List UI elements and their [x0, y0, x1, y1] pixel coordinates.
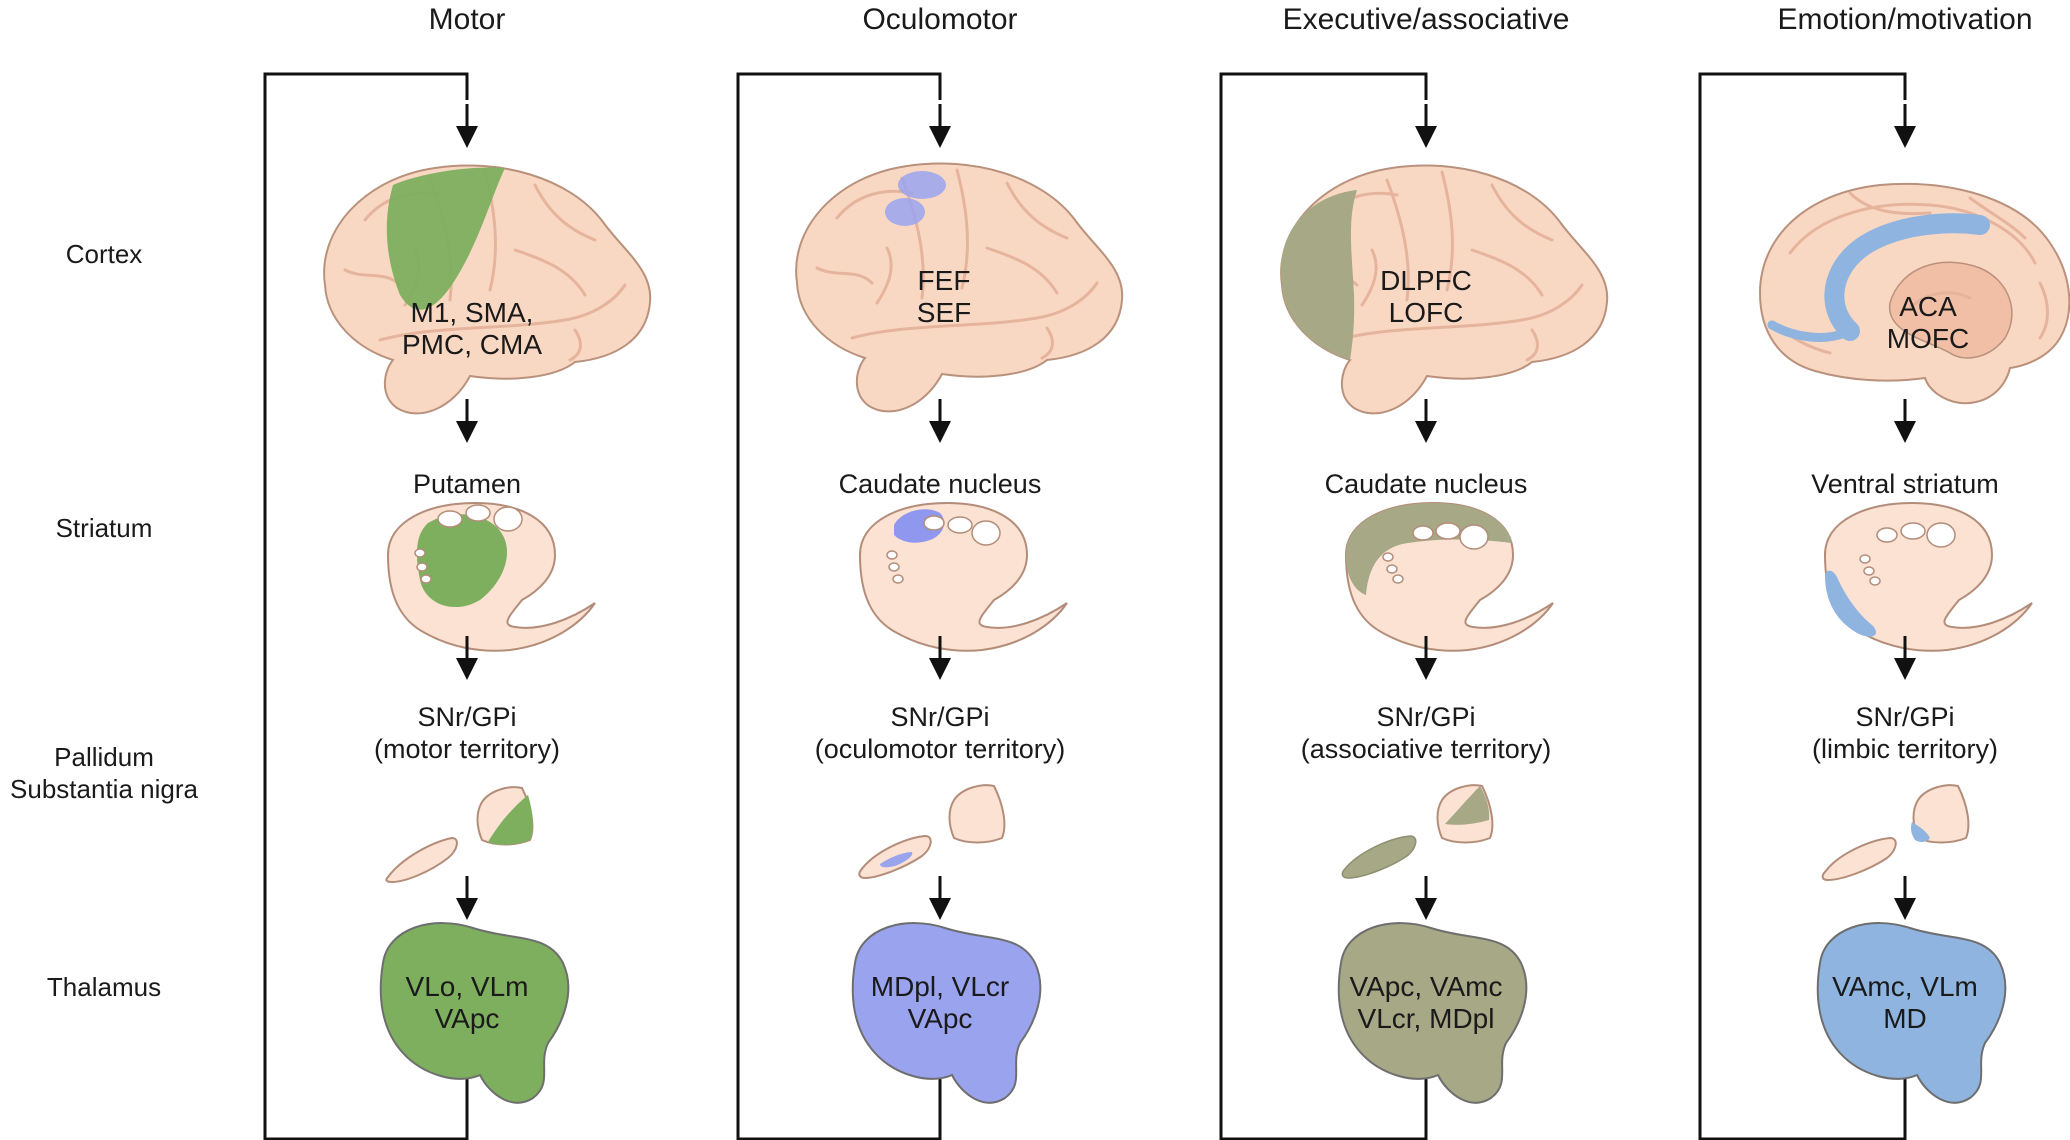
row-label-substantia-nigra: Substantia nigra [10, 774, 198, 804]
row-label-striatum: Striatum [56, 513, 153, 543]
striatum-name-motor: Putamen [413, 469, 521, 499]
pallidum-executive [1341, 784, 1494, 879]
cortex-label-line1-oculomotor: FEF [918, 265, 971, 296]
cortex-label-line2-motor: PMC, CMA [402, 329, 542, 360]
brain-lateral-oculomotor [794, 161, 1124, 413]
striatum-executive [1345, 502, 1554, 652]
column-title-oculomotor: Oculomotor [862, 3, 1017, 36]
brain-lateral-motor [322, 163, 652, 415]
cortex-label-line2-oculomotor: SEF [917, 297, 971, 328]
arrow-cortex-to-striatum-executive [1413, 397, 1439, 445]
pallidum-motor [385, 786, 534, 884]
striatum-oculomotor [859, 502, 1068, 652]
thalamus-label-line2-emotion: MD [1883, 1003, 1927, 1034]
column-title-executive: Executive/associative [1283, 3, 1570, 36]
pallidum-label-line2-oculomotor: (oculomotor territory) [815, 734, 1066, 764]
column-title-emotion: Emotion/motivation [1777, 3, 2032, 36]
striatum-motor [387, 502, 596, 652]
thalamus-label-line1-motor: VLo, VLm [406, 971, 529, 1002]
cortex-label-line2-emotion: MOFC [1887, 323, 1969, 354]
pallidum-label-line2-emotion: (limbic territory) [1812, 734, 1998, 764]
column-emotion: Emotion/motivation ACA MOFC Ventral stri… [1698, 3, 2070, 1140]
arrow-cortex-to-striatum-motor [454, 397, 480, 445]
row-label-cortex: Cortex [66, 239, 143, 269]
striatum-emotion [1824, 502, 2033, 652]
arrow-pallidum-to-thalamus-executive [1413, 874, 1439, 922]
arrow-into-cortex-executive [1413, 102, 1439, 150]
cortex-label-line1-executive: DLPFC [1380, 265, 1472, 296]
pallidum-label-line1-oculomotor: SNr/GPi [890, 702, 989, 732]
loop-line-executive [1219, 72, 1428, 1140]
pallidum-oculomotor [858, 784, 1006, 880]
pallidum-emotion [1821, 784, 1970, 882]
striatum-name-executive: Caudate nucleus [1325, 469, 1528, 499]
brain-medial-emotion [1758, 182, 2070, 405]
row-label-pallidum: Pallidum [54, 742, 154, 772]
arrow-pallidum-to-thalamus-motor [454, 874, 480, 922]
pallidum-label-line2-motor: (motor territory) [374, 734, 560, 764]
arrow-into-cortex-emotion [1892, 102, 1918, 150]
row-label-thalamus: Thalamus [47, 972, 161, 1002]
pallidum-label-line1-emotion: SNr/GPi [1855, 702, 1954, 732]
thalamus-label-line2-executive: VLcr, MDpl [1358, 1003, 1495, 1034]
cortex-label-line1-emotion: ACA [1899, 291, 1957, 322]
arrow-into-cortex-oculomotor [927, 102, 953, 150]
column-motor: Motor M1, SMA, PMC, CMA Putamen SNr/GPi … [263, 3, 652, 1140]
thalamus-label-line1-emotion: VAmc, VLm [1832, 971, 1978, 1002]
pallidum-label-line1-executive: SNr/GPi [1376, 702, 1475, 732]
arrow-pallidum-to-thalamus-emotion [1892, 874, 1918, 922]
striatum-name-emotion: Ventral striatum [1811, 469, 1999, 499]
pallidum-label-line1-motor: SNr/GPi [417, 702, 516, 732]
striatum-name-oculomotor: Caudate nucleus [839, 469, 1042, 499]
thalamus-label-line2-motor: VApc [435, 1003, 500, 1034]
thalamus-label-line1-executive: VApc, VAmc [1349, 971, 1502, 1002]
loop-line-oculomotor [736, 72, 942, 1140]
loop-line-motor [263, 72, 469, 1140]
arrow-into-cortex-motor [454, 102, 480, 150]
cortex-label-line2-executive: LOFC [1389, 297, 1464, 328]
cortex-label-line1-motor: M1, SMA, [411, 297, 534, 328]
arrow-pallidum-to-thalamus-oculomotor [927, 874, 953, 922]
column-oculomotor: Oculomotor FEF SEF Caudate nucleus SNr/G… [736, 3, 1124, 1140]
column-title-motor: Motor [429, 3, 506, 36]
column-executive: Executive/associative DLPFC LOFC Caudate… [1219, 3, 1609, 1140]
thalamus-label-line1-oculomotor: MDpl, VLcr [871, 971, 1009, 1002]
arrow-cortex-to-striatum-oculomotor [927, 397, 953, 445]
pallidum-label-line2-executive: (associative territory) [1301, 734, 1552, 764]
arrow-cortex-to-striatum-emotion [1892, 397, 1918, 445]
loop-line-emotion [1698, 72, 1907, 1140]
brain-lateral-executive [1279, 163, 1609, 415]
thalamus-label-line2-oculomotor: VApc [908, 1003, 973, 1034]
